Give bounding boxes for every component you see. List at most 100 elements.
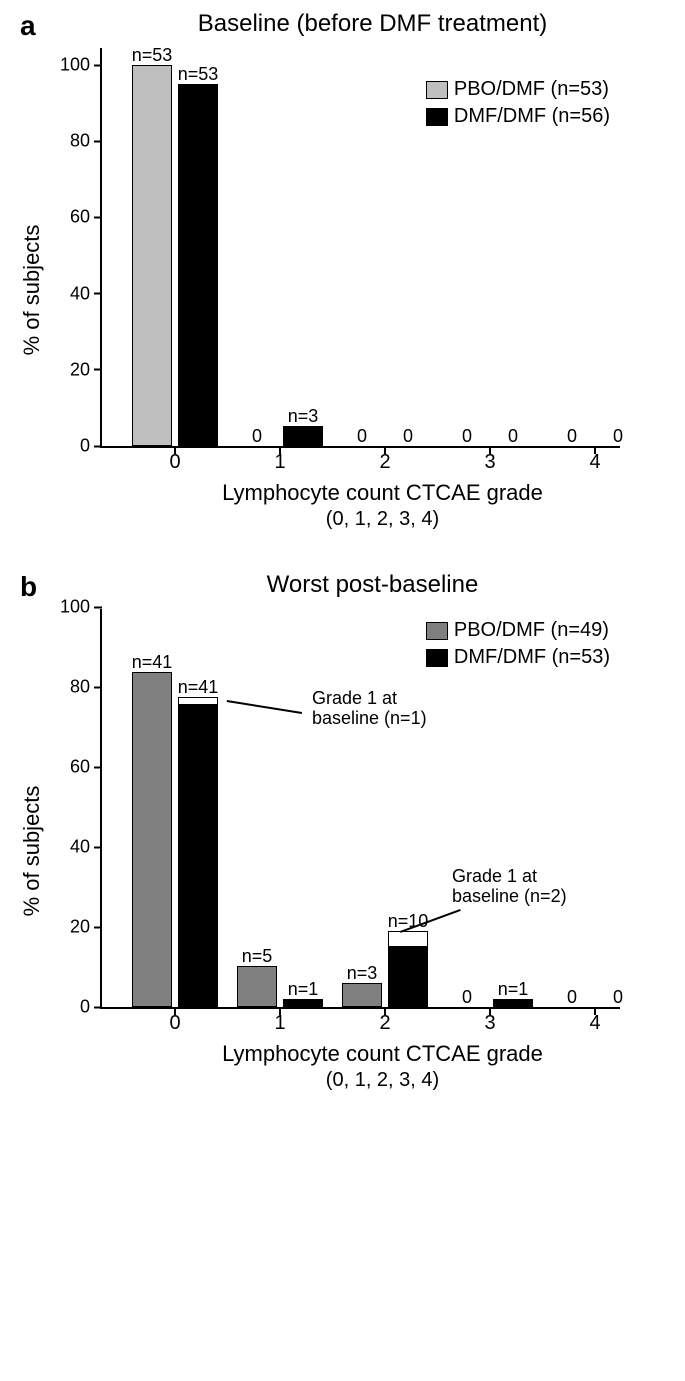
bar-n-label: 0	[567, 987, 577, 1008]
y-tick-label: 80	[54, 131, 90, 152]
bar-n-label: 0	[613, 426, 623, 447]
y-tick-label: 0	[54, 436, 90, 457]
bar	[493, 999, 533, 1007]
bar-n-label: 0	[462, 987, 472, 1008]
bar-n-label: 0	[357, 426, 367, 447]
y-tick-label: 100	[54, 55, 90, 76]
y-tick: 40	[54, 837, 102, 858]
legend-swatch	[426, 622, 448, 640]
bar-n-label: n=3	[347, 963, 378, 984]
y-tick-label: 40	[54, 837, 90, 858]
y-axis-a: 020406080100	[52, 48, 102, 446]
y-tick-label: 60	[54, 757, 90, 778]
y-tick-mark	[94, 686, 102, 688]
y-tick-mark	[94, 64, 102, 66]
y-tick-mark	[94, 846, 102, 848]
legend-label: PBO/DMF (n=53)	[454, 78, 609, 101]
y-tick: 20	[54, 917, 102, 938]
bar	[388, 947, 428, 1007]
bar-n-label: n=1	[498, 979, 529, 1000]
bar	[237, 966, 277, 1007]
legend-swatch	[426, 108, 448, 126]
bar-n-label: 0	[403, 426, 413, 447]
panel-b-title: Worst post-baseline	[80, 571, 665, 599]
legend-item: DMF/DMF (n=56)	[426, 105, 610, 128]
bar	[178, 84, 218, 446]
y-tick: 80	[54, 131, 102, 152]
annotation-text: Grade 1 atbaseline (n=1)	[312, 689, 427, 729]
legend-b: PBO/DMF (n=49) DMF/DMF (n=53)	[426, 619, 610, 669]
x-tick-label: 2	[379, 1012, 390, 1035]
bar-n-label: 0	[252, 426, 262, 447]
bar	[283, 999, 323, 1007]
bar-n-label: n=41	[178, 677, 219, 698]
y-tick-label: 0	[54, 997, 90, 1018]
x-tick-label: 3	[484, 451, 495, 474]
x-tick-label: 2	[379, 451, 390, 474]
y-tick-label: 20	[54, 917, 90, 938]
x-tick-label: 0	[169, 1012, 180, 1035]
y-tick: 60	[54, 757, 102, 778]
bar-n-label: n=41	[132, 652, 173, 673]
legend-item: PBO/DMF (n=49)	[426, 619, 610, 642]
x-tick-label: 4	[589, 1012, 600, 1035]
y-tick: 100	[54, 597, 102, 618]
plot-area-a: 020406080100 PBO/DMF (n=53)DMF/DMF (n=56…	[100, 48, 620, 448]
legend-label: DMF/DMF (n=53)	[454, 646, 610, 669]
bar-n-label: n=53	[132, 45, 173, 66]
legend-swatch	[426, 649, 448, 667]
y-tick-mark	[94, 445, 102, 447]
bar-n-label: 0	[567, 426, 577, 447]
legend-item: PBO/DMF (n=53)	[426, 78, 610, 101]
y-tick-label: 80	[54, 677, 90, 698]
x-tick-label: 3	[484, 1012, 495, 1035]
panel-a-label: a	[20, 10, 36, 42]
bar-n-label: n=53	[178, 64, 219, 85]
y-axis-title-b: % of subjects	[19, 785, 45, 916]
annotation-line	[227, 700, 302, 713]
bar-n-label: 0	[613, 987, 623, 1008]
legend-label: PBO/DMF (n=49)	[454, 619, 609, 642]
legend-item: DMF/DMF (n=53)	[426, 646, 610, 669]
y-tick: 20	[54, 359, 102, 380]
x-axis-subtitle-b: (0, 1, 2, 3, 4)	[100, 1069, 665, 1092]
y-tick-label: 20	[54, 359, 90, 380]
y-tick-label: 40	[54, 283, 90, 304]
bar	[132, 672, 172, 1007]
x-tick-label: 4	[589, 451, 600, 474]
y-tick-mark	[94, 606, 102, 608]
legend-label: DMF/DMF (n=56)	[454, 105, 610, 128]
bar	[283, 426, 323, 446]
y-tick-mark	[94, 1006, 102, 1008]
legend-swatch	[426, 81, 448, 99]
y-tick-mark	[94, 369, 102, 371]
y-tick: 60	[54, 207, 102, 228]
bar-n-label: 0	[462, 426, 472, 447]
panel-b: b Worst post-baseline % of subjects 0204…	[20, 571, 665, 1092]
y-tick: 100	[54, 55, 102, 76]
x-axis-title-b: Lymphocyte count CTCAE grade	[100, 1041, 665, 1067]
y-tick-mark	[94, 140, 102, 142]
legend-a: PBO/DMF (n=53) DMF/DMF (n=56)	[426, 78, 610, 128]
bar-n-label: n=5	[242, 946, 273, 967]
bar-n-label: 0	[508, 426, 518, 447]
panel-a: a Baseline (before DMF treatment) % of s…	[20, 10, 665, 531]
chart-a: % of subjects 020406080100 PBO/DMF (n=53…	[100, 48, 665, 531]
y-tick-mark	[94, 216, 102, 218]
x-axis-subtitle-a: (0, 1, 2, 3, 4)	[100, 508, 665, 531]
bar	[178, 705, 218, 1007]
x-tick-label: 0	[169, 451, 180, 474]
bar-n-label: n=3	[288, 406, 319, 427]
plot-area-b: 020406080100 PBO/DMF (n=49)DMF/DMF (n=53…	[100, 609, 620, 1009]
x-tick-label: 1	[274, 451, 285, 474]
y-tick: 0	[54, 997, 102, 1018]
y-tick: 80	[54, 677, 102, 698]
y-axis-title-a: % of subjects	[19, 224, 45, 355]
bar-n-label: n=1	[288, 979, 319, 1000]
x-axis-title-a: Lymphocyte count CTCAE grade	[100, 480, 665, 506]
bar	[132, 65, 172, 446]
y-axis-b: 020406080100	[52, 609, 102, 1007]
y-tick-label: 60	[54, 207, 90, 228]
bar-overlay	[388, 931, 428, 946]
x-tick-label: 1	[274, 1012, 285, 1035]
